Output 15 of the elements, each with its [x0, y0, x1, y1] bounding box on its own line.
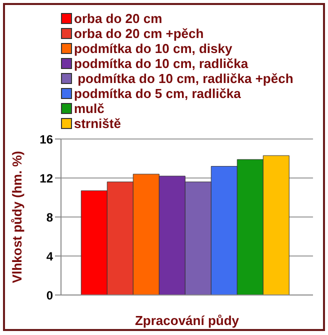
legend-label: orba do 20 cm +pěch — [74, 26, 204, 41]
legend-label: mulč — [74, 101, 104, 116]
legend-label: podmítka do 10 cm, radlička — [74, 56, 248, 71]
y-tick-label: 4 — [46, 249, 54, 264]
legend-label: strniště — [74, 116, 121, 131]
legend-label: podmítka do 5 cm, radlička — [74, 86, 241, 101]
y-axis-title: Vlhkost půdy (hm. %) — [10, 150, 25, 284]
legend-label: podmítka do 10 cm, radlička +pěch — [76, 71, 294, 86]
legend-label: orba do 20 cm — [74, 11, 162, 26]
y-tick-label: 12 — [40, 171, 54, 186]
legend-label: podmítka do 10 cm, disky — [74, 41, 232, 56]
y-tick-label: 8 — [46, 210, 54, 224]
y-tick-label: 16 — [40, 132, 54, 146]
y-tick-label: 0 — [46, 288, 54, 302]
x-axis-title: Zpracování půdy — [134, 313, 240, 328]
